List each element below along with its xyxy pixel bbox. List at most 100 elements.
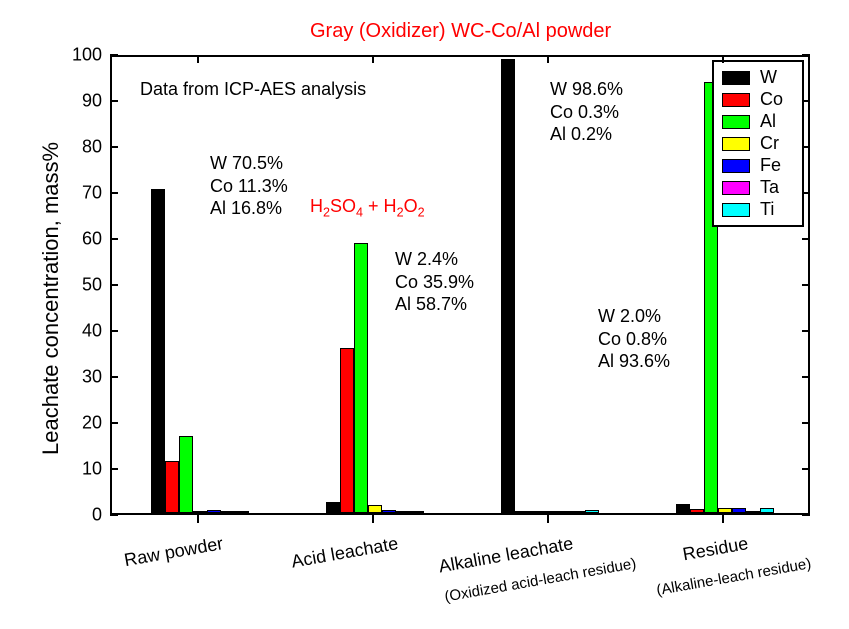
bar-cr	[718, 508, 732, 513]
x-tick	[197, 55, 199, 63]
y-tick	[802, 422, 810, 424]
legend-label: Ta	[760, 177, 779, 198]
bar-co	[515, 511, 529, 513]
x-tick	[547, 515, 549, 523]
y-tick	[110, 146, 118, 148]
y-tick	[110, 284, 118, 286]
x-tick	[372, 515, 374, 523]
y-tick-label: 60	[62, 229, 102, 250]
bar-ti	[235, 511, 249, 513]
y-tick-label: 70	[62, 183, 102, 204]
bar-cr	[543, 511, 557, 513]
legend-label: Cr	[760, 133, 779, 154]
y-tick-label: 50	[62, 275, 102, 296]
bar-ti	[410, 511, 424, 513]
y-tick	[802, 468, 810, 470]
legend-label: Fe	[760, 155, 781, 176]
bar-w	[501, 59, 515, 513]
bar-fe	[732, 508, 746, 513]
annotation-acid-formula: H2SO4 + H2O2	[310, 195, 425, 221]
bar-co	[340, 348, 354, 513]
legend-swatch	[722, 93, 750, 107]
x-tick	[722, 55, 724, 63]
y-tick	[110, 100, 118, 102]
legend-item-fe: Fe	[722, 155, 794, 176]
bar-al	[354, 243, 368, 513]
y-tick	[110, 422, 118, 424]
legend-label: Al	[760, 111, 776, 132]
legend-swatch	[722, 159, 750, 173]
annotation-source-note: Data from ICP-AES analysis	[140, 78, 366, 101]
y-tick-label: 40	[62, 321, 102, 342]
legend-item-ta: Ta	[722, 177, 794, 198]
bar-w	[676, 504, 690, 513]
y-tick	[802, 146, 810, 148]
bar-al	[529, 511, 543, 513]
bar-co	[690, 509, 704, 513]
legend-swatch	[722, 137, 750, 151]
x-tick	[197, 515, 199, 523]
annotation-raw-vals: W 70.5%Co 11.3%Al 16.8%	[210, 152, 288, 220]
y-tick	[110, 514, 118, 516]
bar-al	[179, 436, 193, 513]
bar-co	[165, 461, 179, 513]
bar-w	[326, 502, 340, 513]
legend: WCoAlCrFeTaTi	[712, 60, 804, 227]
x-category-sublabel: (Alkaline-leach residue)	[655, 555, 812, 599]
legend-item-w: W	[722, 67, 794, 88]
bar-cr	[368, 505, 382, 513]
y-tick	[110, 238, 118, 240]
x-tick	[547, 55, 549, 63]
y-tick	[802, 514, 810, 516]
y-tick	[110, 468, 118, 470]
y-tick	[802, 330, 810, 332]
y-tick	[110, 192, 118, 194]
y-tick	[802, 376, 810, 378]
annotation-acid-vals: W 2.4%Co 35.9%Al 58.7%	[395, 248, 474, 316]
legend-swatch	[722, 115, 750, 129]
legend-label: Ti	[760, 199, 774, 220]
bar-ta	[571, 511, 585, 513]
bar-fe	[557, 511, 571, 513]
x-tick	[372, 55, 374, 63]
annotation-res-vals: W 2.0%Co 0.8%Al 93.6%	[598, 305, 670, 373]
legend-label: W	[760, 67, 777, 88]
y-tick-label: 30	[62, 367, 102, 388]
bar-fe	[382, 510, 396, 513]
y-tick-label: 10	[62, 459, 102, 480]
legend-item-al: Al	[722, 111, 794, 132]
y-tick-label: 100	[62, 45, 102, 66]
legend-swatch	[722, 203, 750, 217]
bar-fe	[207, 510, 221, 513]
y-tick-label: 20	[62, 413, 102, 434]
x-category-label: Acid leachate	[289, 533, 399, 572]
bar-ta	[746, 511, 760, 513]
legend-item-co: Co	[722, 89, 794, 110]
y-tick	[802, 284, 810, 286]
y-tick	[802, 54, 810, 56]
legend-item-cr: Cr	[722, 133, 794, 154]
y-axis-label: Leachate concentration, mass%	[38, 142, 64, 455]
legend-item-ti: Ti	[722, 199, 794, 220]
legend-label: Co	[760, 89, 783, 110]
y-tick	[110, 376, 118, 378]
x-category-label: Raw powder	[122, 533, 224, 571]
x-category-label: Residue	[681, 533, 750, 565]
y-tick	[110, 330, 118, 332]
bar-ti	[585, 510, 599, 513]
x-tick	[722, 515, 724, 523]
y-tick-label: 80	[62, 137, 102, 158]
y-tick-label: 90	[62, 91, 102, 112]
bar-ta	[221, 511, 235, 513]
legend-swatch	[722, 181, 750, 195]
bar-cr	[193, 511, 207, 513]
y-tick	[802, 238, 810, 240]
y-tick	[110, 54, 118, 56]
annotation-alk-vals: W 98.6%Co 0.3%Al 0.2%	[550, 78, 623, 146]
y-tick	[802, 192, 810, 194]
legend-swatch	[722, 71, 750, 85]
y-tick-label: 0	[62, 505, 102, 526]
bar-ta	[396, 511, 410, 513]
bar-w	[151, 189, 165, 513]
chart-title: Gray (Oxidizer) WC-Co/Al powder	[310, 20, 611, 43]
